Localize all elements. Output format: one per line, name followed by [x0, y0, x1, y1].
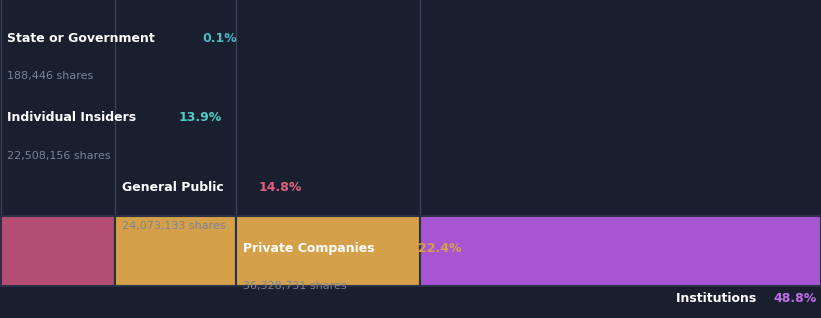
Bar: [236, 216, 420, 286]
Text: 0.1%: 0.1%: [203, 32, 237, 45]
Text: Private Companies: Private Companies: [243, 242, 379, 254]
Text: 36,328,731 shares: 36,328,731 shares: [243, 281, 346, 291]
Bar: [1, 216, 115, 286]
Text: State or Government: State or Government: [7, 32, 158, 45]
Text: 22,508,156 shares: 22,508,156 shares: [7, 151, 110, 161]
Text: 24,073,133 shares: 24,073,133 shares: [122, 221, 225, 231]
Text: 48.8%: 48.8%: [773, 293, 817, 305]
Bar: [0, 216, 1, 286]
Text: 188,446 shares: 188,446 shares: [7, 71, 93, 81]
Text: 14.8%: 14.8%: [259, 181, 302, 194]
Text: Institutions: Institutions: [677, 293, 761, 305]
Text: 22.4%: 22.4%: [419, 242, 462, 254]
Text: General Public: General Public: [122, 181, 227, 194]
Bar: [115, 216, 236, 286]
Bar: [420, 216, 821, 286]
Text: 13.9%: 13.9%: [179, 111, 222, 124]
Text: Individual Insiders: Individual Insiders: [7, 111, 140, 124]
